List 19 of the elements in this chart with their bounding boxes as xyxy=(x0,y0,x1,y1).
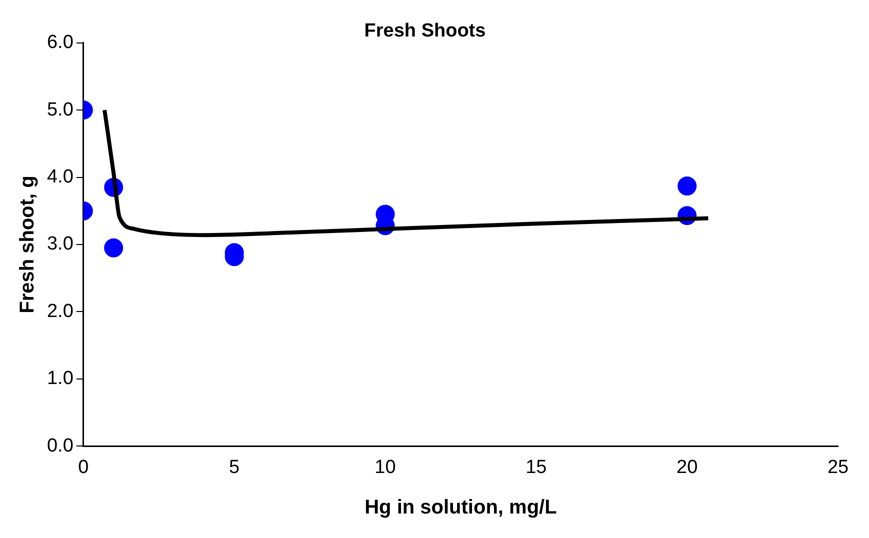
y-tick-label: 4.0 xyxy=(46,166,74,188)
chart-title: Fresh Shoots xyxy=(364,20,486,42)
line-series xyxy=(102,108,710,238)
x-tick-label: 20 xyxy=(676,456,698,478)
y-axis-title: Fresh shoot, g xyxy=(16,176,39,314)
x-tick-label: 15 xyxy=(526,456,547,478)
y-tick-label: 1.0 xyxy=(46,368,74,390)
x-tick-label: 25 xyxy=(827,456,849,478)
y-tick-label: 5.0 xyxy=(46,99,74,120)
y-tick-label: 6.0 xyxy=(46,32,74,54)
y-tick-label: 3.0 xyxy=(46,234,74,255)
point xyxy=(104,238,124,258)
x-tick-label: 0 xyxy=(78,456,89,478)
x-tick-label: 5 xyxy=(229,456,240,478)
y-tick-label: 2.0 xyxy=(46,300,74,322)
point xyxy=(678,176,697,196)
x-axis-title: Hg in solution, mg/L xyxy=(364,496,557,519)
y-tick-label: 0.0 xyxy=(46,435,74,456)
x-tick-label: 10 xyxy=(374,456,396,478)
